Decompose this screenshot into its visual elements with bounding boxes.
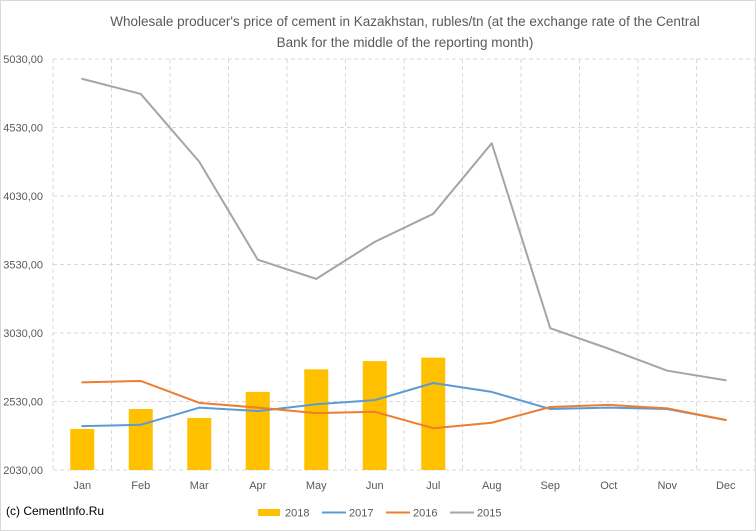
y-axis-labels: 2030,00 2530,00 3030,00 3530,00 4030,00 4530,… xyxy=(3,54,43,477)
x-tick-label: Sep xyxy=(540,480,560,492)
line-series xyxy=(81,77,727,430)
series-line-2015 xyxy=(81,77,727,382)
x-tick-label: Jun xyxy=(366,480,384,492)
bar-2018-mar xyxy=(187,417,212,470)
x-tick-label: Aug xyxy=(482,480,502,492)
y-tick-label: 2030,00 xyxy=(3,465,43,477)
bar-2018-apr xyxy=(245,391,270,470)
legend-label-2016: 2016 xyxy=(413,508,437,520)
x-tick-label: May xyxy=(306,480,327,492)
bar-2018-may xyxy=(304,369,329,470)
legend-item-2017: 2017 xyxy=(322,508,373,520)
y-tick-label: 2530,00 xyxy=(3,397,43,409)
series-line-2016 xyxy=(81,379,727,430)
x-tick-label: Mar xyxy=(190,480,209,492)
y-tick-label: 4030,00 xyxy=(3,191,43,203)
bar-2018-feb xyxy=(128,409,153,470)
x-tick-label: Feb xyxy=(131,480,150,492)
legend-label-2017: 2017 xyxy=(349,508,373,520)
y-tick-label: 3530,00 xyxy=(3,260,43,272)
x-tick-label: Jan xyxy=(73,480,91,492)
bar-2018-jun xyxy=(362,361,387,470)
gridlines xyxy=(52,58,756,471)
x-tick-label: Nov xyxy=(657,480,677,492)
legend: 2018 2017 2016 2015 xyxy=(258,508,501,520)
legend-item-2015: 2015 xyxy=(450,508,501,520)
legend-item-2018: 2018 xyxy=(258,508,309,520)
legend-item-2016: 2016 xyxy=(386,508,437,520)
legend-label-2015: 2015 xyxy=(477,508,501,520)
bar-2018-jan xyxy=(70,428,95,470)
series-line-2017 xyxy=(81,382,727,428)
x-tick-label: Jul xyxy=(426,480,440,492)
bar-2018-jul xyxy=(421,357,446,470)
legend-swatch-2018 xyxy=(258,509,280,516)
y-tick-label: 3030,00 xyxy=(3,328,43,340)
copyright-watermark: (c) CementInfo.Ru xyxy=(6,504,105,518)
x-tick-label: Oct xyxy=(600,480,617,492)
legend-label-2018: 2018 xyxy=(285,508,309,520)
x-tick-label: Dec xyxy=(716,480,736,492)
x-axis-labels: Jan Feb Mar Apr May Jun Jul Aug Sep Oct Nov Dec xyxy=(73,480,736,492)
y-tick-label: 5030,00 xyxy=(3,54,43,66)
y-tick-label: 4530,00 xyxy=(3,123,43,135)
chart-title: Wholesale producer's price of cement in … xyxy=(110,14,700,50)
x-tick-label: Apr xyxy=(249,480,266,492)
bar-series xyxy=(70,357,446,470)
